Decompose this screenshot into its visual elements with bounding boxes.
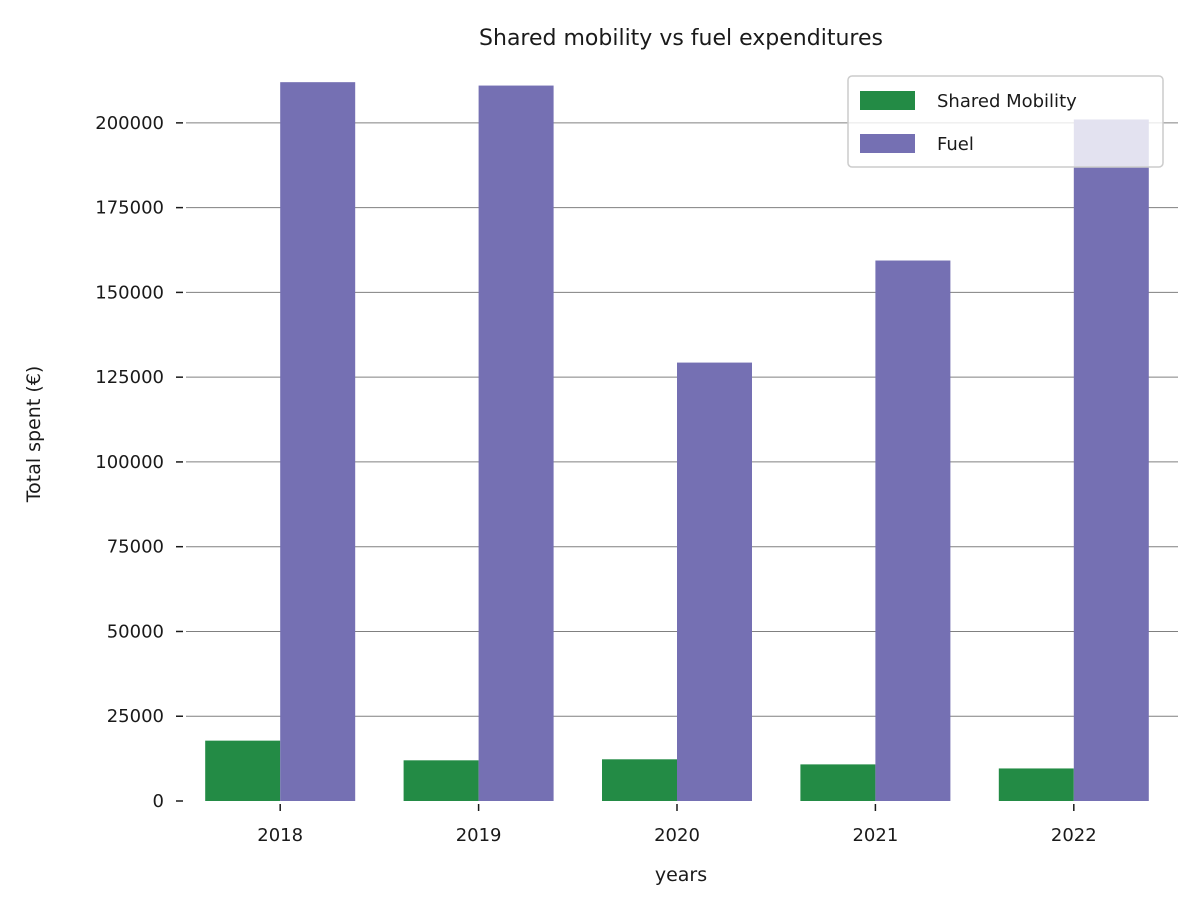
bar-fuel-2018 bbox=[280, 82, 356, 801]
bar-fuel-2019 bbox=[478, 85, 554, 801]
y-tick-label-0: 0 bbox=[153, 791, 164, 812]
y-tick-label-6: 150000 bbox=[95, 282, 164, 303]
bar-fuel-2020 bbox=[677, 362, 752, 801]
bars-layer bbox=[205, 82, 1149, 801]
y-tick-label-1: 25000 bbox=[107, 706, 164, 727]
y-tick-label-5: 125000 bbox=[95, 367, 164, 388]
bar-fuel-2021 bbox=[875, 260, 951, 801]
legend-label-shared-mobility: Shared Mobility bbox=[937, 91, 1077, 112]
y-tick-label-3: 75000 bbox=[107, 537, 164, 558]
y-tick-label-4: 100000 bbox=[95, 452, 164, 473]
bar-shared-mobility-2018 bbox=[205, 740, 281, 801]
y-axis-label: Total spent (€) bbox=[23, 366, 45, 504]
y-tick-label-2: 50000 bbox=[107, 621, 164, 642]
legend-label-fuel: Fuel bbox=[937, 134, 974, 155]
y-axis: 0 25000 50000 75000 100000 125000 150000 175000… bbox=[95, 113, 183, 812]
bar-fuel-2022 bbox=[1073, 119, 1149, 801]
bar-shared-mobility-2021 bbox=[800, 764, 876, 801]
x-tick-label-2020: 2020 bbox=[654, 825, 700, 846]
legend: Shared Mobility Fuel bbox=[847, 75, 1164, 168]
legend-box bbox=[847, 75, 1164, 168]
bar-shared-mobility-2020 bbox=[602, 759, 677, 801]
y-tick-label-7: 175000 bbox=[95, 198, 164, 219]
x-tick-label-2021: 2021 bbox=[852, 825, 898, 846]
x-tick-label-2022: 2022 bbox=[1051, 825, 1097, 846]
legend-swatch-fuel bbox=[860, 134, 915, 153]
bar-shared-mobility-2022 bbox=[998, 768, 1074, 801]
x-axis: 2018 2019 2020 2021 2022 bbox=[257, 804, 1097, 846]
bar-shared-mobility-2019 bbox=[403, 760, 479, 801]
chart-title: Shared mobility vs fuel expenditures bbox=[479, 26, 883, 51]
y-tick-label-8: 200000 bbox=[95, 113, 164, 134]
legend-swatch-shared-mobility bbox=[860, 91, 915, 110]
x-tick-label-2019: 2019 bbox=[456, 825, 502, 846]
x-tick-label-2018: 2018 bbox=[257, 825, 303, 846]
x-axis-label: years bbox=[655, 864, 707, 886]
